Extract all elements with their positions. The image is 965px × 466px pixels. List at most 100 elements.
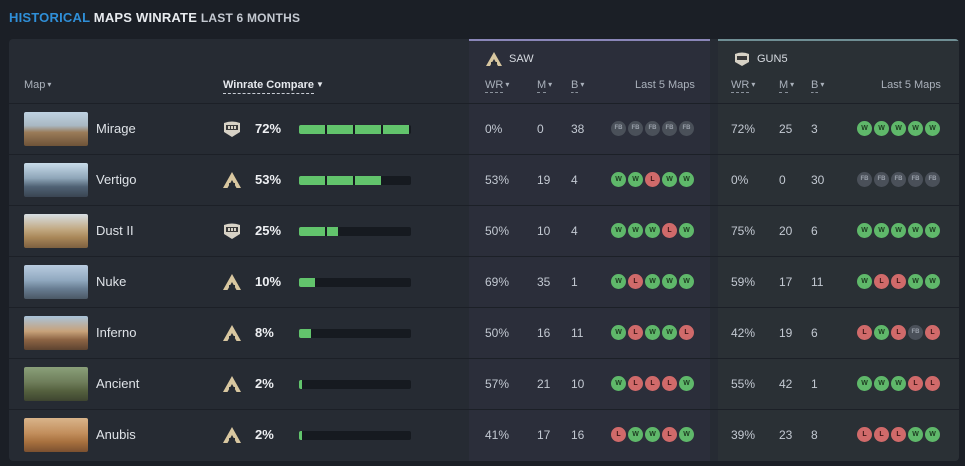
result-badge: FB	[891, 172, 906, 187]
sort-gun5-wr-header[interactable]: WR ▾	[731, 79, 755, 93]
result-badge: L	[611, 427, 626, 442]
chevron-down-icon: ▾	[790, 80, 795, 89]
result-badge: W	[857, 376, 872, 391]
winrate-compare-bar	[299, 329, 411, 338]
map-thumbnail	[24, 265, 88, 299]
saw-bans: 11	[571, 326, 584, 340]
table-row[interactable]: Ancient 2% 57% 21 10 W L L L W 55% 42 1 W W W L L	[9, 358, 959, 409]
gun5-logo-icon	[735, 52, 749, 66]
result-badge: FB	[645, 121, 660, 136]
result-badge: L	[908, 376, 923, 391]
saw-matches: 35	[537, 275, 551, 289]
saw-wr: 50%	[485, 224, 510, 238]
gun5-m-label: M	[779, 79, 789, 93]
map-header-label: Map	[24, 79, 46, 91]
gun5-last5: FB FB FB FB FB	[857, 172, 940, 187]
gun5-column-bg	[718, 39, 959, 461]
winrate-diff: 8%	[255, 325, 274, 340]
gun5-wr: 59%	[731, 275, 756, 289]
winrate-diff: 2%	[255, 376, 274, 391]
result-badge: W	[662, 274, 677, 289]
table-row[interactable]: Dust II 25% 50% 10 4 W W W L W 75% 20 6 W W W W W	[9, 205, 959, 256]
saw-wr: 69%	[485, 275, 510, 289]
saw-wr-label: WR	[485, 79, 504, 93]
saw-logo-icon	[486, 52, 502, 66]
result-badge: W	[891, 223, 906, 238]
winrate-compare-bar	[299, 380, 411, 389]
sort-winrate-compare-header[interactable]: Winrate Compare ▼	[223, 79, 324, 94]
caret-down-icon: ▼	[315, 80, 324, 89]
result-badge: W	[679, 172, 694, 187]
saw-wr: 50%	[485, 326, 510, 340]
result-badge: L	[891, 427, 906, 442]
map-name: Nuke	[96, 274, 127, 289]
gun5-bans: 6	[811, 224, 818, 238]
result-badge: W	[891, 376, 906, 391]
gun5-wr: 75%	[731, 224, 756, 238]
result-badge: L	[628, 376, 643, 391]
result-badge: W	[874, 223, 889, 238]
saw-bans: 38	[571, 122, 585, 136]
result-badge: L	[857, 325, 872, 340]
result-badge: FB	[908, 172, 923, 187]
gun5-logo-icon	[222, 120, 242, 138]
gun5-bans: 3	[811, 122, 818, 136]
saw-logo-icon	[222, 273, 242, 291]
saw-logo-icon	[222, 426, 242, 444]
result-badge: W	[891, 121, 906, 136]
saw-matches: 10	[537, 224, 551, 238]
result-badge: L	[628, 274, 643, 289]
gun5-bans: 30	[811, 173, 825, 187]
table-row[interactable]: Mirage 72% 0% 0 38 FB FB FB FB FB 72% 25 3 W W W W W	[9, 103, 959, 154]
result-badge: W	[908, 223, 923, 238]
gun5-bans: 8	[811, 428, 818, 442]
chevron-down-icon: ▾	[820, 80, 825, 89]
sort-map-header[interactable]: Map ▾	[24, 79, 51, 91]
saw-logo-icon	[222, 324, 242, 342]
saw-b-label: B	[571, 79, 579, 93]
result-badge: L	[874, 427, 889, 442]
map-name: Mirage	[96, 121, 136, 136]
maps-winrate-table: SAW GUN5 Map ▾ Winrate Compare ▼ WR ▾ M ▾ B ▾…	[9, 39, 959, 461]
winrate-compare-bar	[299, 431, 411, 440]
result-badge: W	[611, 274, 626, 289]
sort-saw-b-header[interactable]: B ▾	[571, 79, 584, 93]
saw-matches: 17	[537, 428, 551, 442]
winrate-diff: 2%	[255, 427, 274, 442]
title-maps-winrate: MAPS WINRATE	[93, 10, 198, 25]
sort-saw-wr-header[interactable]: WR ▾	[485, 79, 509, 93]
result-badge: FB	[874, 172, 889, 187]
sort-saw-m-header[interactable]: M ▾	[537, 79, 553, 93]
map-thumbnail	[24, 418, 88, 452]
saw-logo-icon	[222, 171, 242, 189]
sort-gun5-m-header[interactable]: M ▾	[779, 79, 795, 93]
result-badge: L	[662, 427, 677, 442]
saw-matches: 19	[537, 173, 551, 187]
result-badge: W	[925, 427, 940, 442]
gun5-b-label: B	[811, 79, 819, 93]
table-row[interactable]: Vertigo 53% 53% 19 4 W W L W W 0% 0 30 FB FB FB FB FB	[9, 154, 959, 205]
result-badge: W	[925, 121, 940, 136]
table-row[interactable]: Inferno 8% 50% 16 11 W L W W L 42% 19 6 L W L FB L	[9, 307, 959, 358]
table-row[interactable]: Nuke 10% 69% 35 1 W L W W W 59% 17 11 W L L W W	[9, 256, 959, 307]
result-badge: W	[925, 274, 940, 289]
saw-matches: 0	[537, 122, 544, 136]
saw-wr: 41%	[485, 428, 510, 442]
sort-gun5-b-header[interactable]: B ▾	[811, 79, 825, 93]
table-row[interactable]: Anubis 2% 41% 17 16 L W W L W 39% 23 8 L L L W W	[9, 409, 959, 460]
map-name: Inferno	[96, 325, 137, 340]
chevron-down-icon: ▾	[548, 80, 553, 89]
result-badge: L	[874, 274, 889, 289]
page-title: HISTORICAL MAPS WINRATE LAST 6 MONTHS	[9, 10, 300, 25]
result-badge: L	[645, 172, 660, 187]
result-badge: L	[857, 427, 872, 442]
result-badge: W	[679, 376, 694, 391]
team-name-saw: SAW	[509, 53, 534, 65]
result-badge: L	[925, 376, 940, 391]
gun5-bans: 1	[811, 377, 818, 391]
saw-matches: 16	[537, 326, 551, 340]
